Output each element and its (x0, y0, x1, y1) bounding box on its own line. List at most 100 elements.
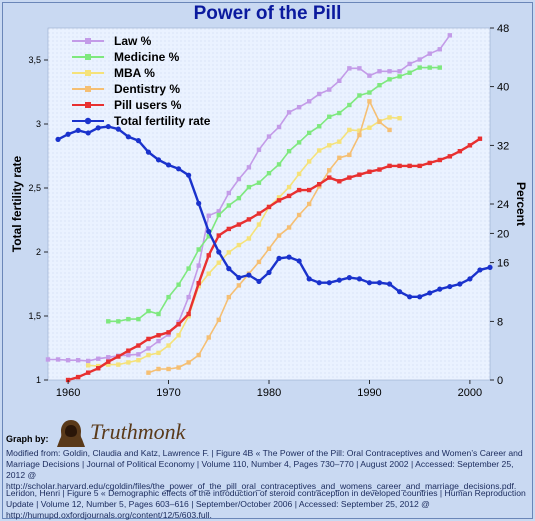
legend-label-law: Law % (114, 34, 152, 48)
point-total-fertility-rate (366, 280, 373, 286)
point-pill-users (407, 163, 412, 169)
point-total-fertility-rate (356, 276, 363, 282)
legend-label-total-fertility-rate: Total fertility rate (114, 114, 211, 128)
point-dentistry (186, 360, 191, 365)
point-pill-users (447, 154, 453, 159)
point-pill-users (306, 187, 312, 193)
point-dentistry (387, 127, 392, 133)
point-total-fertility-rate (286, 254, 292, 260)
point-law (266, 134, 272, 139)
point-dentistry (176, 365, 181, 370)
point-mba (106, 362, 111, 367)
point-total-fertility-rate (85, 130, 91, 136)
point-pill-users (186, 311, 191, 317)
point-total-fertility-rate (427, 290, 433, 296)
chart-title: Power of the Pill (193, 3, 342, 24)
y-right-tick-label: 24 (497, 199, 509, 211)
point-medicine (166, 294, 171, 300)
point-law (447, 33, 453, 38)
point-mba (116, 362, 121, 367)
point-law (136, 352, 141, 357)
point-medicine (317, 124, 322, 129)
point-law (246, 165, 252, 170)
point-mba (96, 363, 101, 369)
y-right-tick-label: 32 (497, 140, 509, 152)
y-left-tick-label: 2,5 (28, 183, 41, 193)
point-law (65, 358, 71, 363)
point-total-fertility-rate (145, 149, 152, 155)
point-total-fertility-rate (447, 283, 453, 290)
point-total-fertility-rate (75, 127, 81, 133)
point-medicine (176, 282, 181, 287)
point-law (327, 87, 332, 92)
point-pill-users (286, 193, 292, 199)
point-medicine (196, 247, 201, 252)
legend-label-mba: MBA % (114, 66, 155, 80)
point-law (397, 69, 402, 74)
point-pill-users (417, 163, 422, 169)
point-medicine (427, 65, 432, 70)
point-pill-users (367, 169, 372, 174)
point-pill-users (226, 226, 232, 232)
point-dentistry (216, 317, 221, 323)
point-mba (136, 358, 141, 363)
legend-marker-dentistry (85, 86, 91, 92)
point-law (106, 355, 111, 360)
point-medicine (347, 102, 352, 108)
point-total-fertility-rate (186, 172, 192, 178)
point-law (437, 47, 442, 52)
point-total-fertility-rate (65, 131, 71, 137)
point-law (186, 294, 191, 300)
point-pill-users (467, 143, 473, 148)
legend-marker-pill-users (85, 102, 91, 108)
point-total-fertility-rate (477, 267, 483, 273)
point-medicine (437, 65, 442, 70)
point-law (337, 78, 342, 83)
point-total-fertility-rate (407, 294, 413, 300)
point-dentistry (357, 132, 362, 138)
monk-logo-icon (57, 420, 85, 447)
legend-marker-mba (85, 70, 91, 76)
point-total-fertility-rate (306, 276, 312, 282)
legend-marker-law (85, 38, 91, 44)
point-mba (156, 350, 161, 356)
point-law (276, 124, 282, 130)
point-dentistry (236, 283, 242, 288)
point-medicine (327, 114, 332, 119)
point-total-fertility-rate (386, 281, 393, 287)
point-dentistry (306, 201, 312, 207)
point-law (45, 357, 51, 362)
point-pill-users (266, 204, 272, 210)
point-dentistry (196, 352, 201, 358)
point-pill-users (106, 359, 111, 364)
point-mba (206, 271, 211, 276)
point-mba (296, 171, 302, 177)
point-total-fertility-rate (196, 200, 202, 206)
point-total-fertility-rate (437, 286, 443, 292)
point-pill-users (327, 175, 332, 180)
point-medicine (417, 65, 422, 70)
point-medicine (116, 319, 121, 324)
point-total-fertility-rate (125, 134, 131, 140)
point-medicine (276, 162, 282, 167)
point-total-fertility-rate (346, 275, 352, 281)
point-total-fertility-rate (206, 228, 212, 235)
point-law (196, 263, 201, 268)
point-total-fertility-rate (256, 278, 262, 285)
point-pill-users (347, 175, 352, 180)
point-law (96, 356, 101, 361)
point-total-fertility-rate (487, 264, 493, 270)
point-pill-users (116, 354, 121, 359)
point-medicine (156, 311, 161, 317)
point-mba (236, 242, 242, 248)
y-right-tick-label: 0 (497, 375, 503, 387)
point-pill-users (377, 167, 382, 172)
point-pill-users (337, 179, 342, 184)
y-left-tick-label: 2 (36, 247, 41, 257)
point-pill-users (146, 336, 151, 342)
point-medicine (126, 316, 131, 322)
point-dentistry (377, 119, 382, 125)
plot-area (47, 27, 491, 381)
point-dentistry (256, 259, 262, 265)
point-mba (347, 127, 352, 133)
